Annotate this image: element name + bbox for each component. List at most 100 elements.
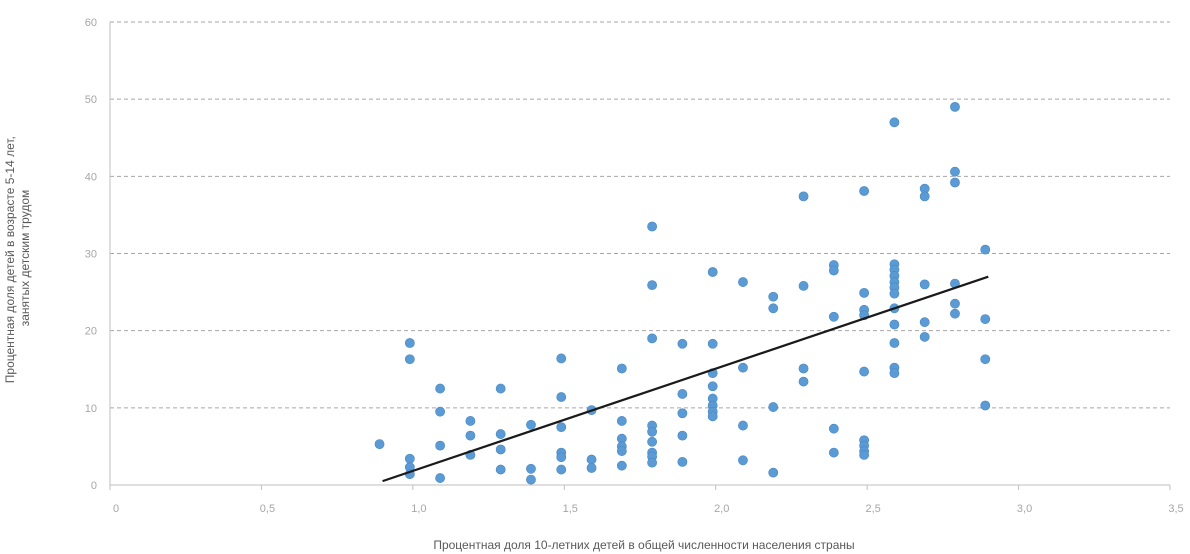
y-tick-label: 30: [85, 249, 97, 261]
data-point: [950, 101, 960, 112]
data-point: [435, 383, 446, 394]
x-tick-label: 2,5: [865, 503, 880, 515]
data-points: [374, 101, 991, 485]
data-point: [980, 314, 991, 324]
data-point: [556, 392, 567, 402]
data-point: [798, 376, 809, 387]
data-point: [738, 362, 748, 373]
data-point: [950, 308, 960, 319]
data-point: [616, 446, 627, 456]
data-point: [586, 454, 597, 465]
data-point: [647, 221, 658, 232]
data-point: [889, 288, 900, 299]
y-axis-title-line-2: занятых детским трудом: [18, 190, 32, 327]
y-tick-label: 10: [85, 403, 97, 415]
data-point: [859, 450, 870, 460]
data-point: [798, 191, 809, 202]
x-tick-label: 1,5: [563, 503, 578, 515]
trendline-group: [382, 275, 989, 483]
data-point: [374, 439, 385, 450]
x-tick-label: 3,0: [1017, 503, 1032, 515]
data-point: [677, 389, 688, 399]
data-point: [616, 460, 627, 471]
data-point: [798, 363, 809, 374]
data-point: [586, 463, 597, 473]
data-point: [707, 267, 718, 277]
data-point: [435, 440, 446, 451]
data-point: [647, 280, 658, 291]
data-point: [647, 426, 658, 437]
data-point: [404, 338, 415, 348]
data-point: [980, 244, 991, 255]
data-point: [859, 366, 870, 377]
data-point: [435, 473, 446, 483]
y-tick-label: 0: [91, 480, 97, 492]
y-tick-label: 40: [85, 171, 97, 183]
data-point: [919, 331, 930, 342]
data-point: [404, 354, 415, 365]
x-tick-label: 0,5: [260, 503, 275, 515]
x-tick-label: 0: [113, 503, 119, 515]
y-tick-label: 50: [85, 94, 97, 106]
data-point: [828, 265, 839, 276]
data-point: [526, 474, 536, 485]
data-point: [556, 452, 567, 463]
data-point: [677, 430, 688, 441]
data-point: [768, 402, 779, 412]
data-point: [647, 333, 658, 344]
data-point: [738, 455, 748, 466]
data-point: [889, 117, 900, 128]
y-axis-title-line-1: Процентная доля детей в возрасте 5-14 ле…: [3, 136, 17, 383]
data-point: [889, 338, 900, 348]
data-point: [526, 463, 536, 474]
data-point: [980, 400, 991, 411]
data-point: [465, 430, 476, 441]
data-point: [859, 186, 870, 196]
x-tick-label: 1,0: [411, 503, 426, 515]
data-point: [738, 277, 748, 287]
data-point: [768, 467, 779, 478]
y-tick-label: 60: [85, 17, 97, 29]
data-point: [768, 291, 779, 302]
data-point: [738, 420, 748, 431]
data-point: [889, 319, 900, 330]
axes: [109, 22, 1171, 490]
data-point: [495, 464, 506, 475]
data-point: [859, 287, 870, 298]
data-point: [556, 353, 567, 364]
data-point: [828, 447, 839, 458]
data-point: [677, 456, 688, 467]
data-point: [556, 422, 567, 433]
data-point: [828, 423, 839, 434]
data-point: [707, 338, 718, 349]
data-point: [919, 279, 930, 290]
tick-labels: 0 10 20 30 40 50 60 0 0,5 1,0 1,5 2,0 2,5 3,0 3,5: [85, 17, 1184, 515]
data-point: [616, 363, 627, 374]
gridlines: [110, 21, 1170, 409]
data-point: [404, 453, 415, 464]
data-point: [495, 429, 506, 439]
data-point: [465, 416, 476, 426]
data-point: [495, 444, 506, 455]
data-point: [980, 354, 991, 365]
data-point: [919, 191, 930, 202]
data-point: [707, 381, 718, 392]
data-point: [677, 338, 688, 349]
data-point: [950, 298, 960, 309]
x-tick-label: 3,5: [1168, 503, 1183, 515]
data-point: [950, 177, 960, 188]
data-point: [828, 311, 839, 322]
data-point: [707, 411, 718, 422]
x-axis-title: Процентная доля 10-летних детей в общей …: [433, 538, 854, 552]
data-point: [677, 408, 688, 419]
data-point: [616, 416, 627, 426]
y-axis-title: Процентная доля детей в возрасте 5-14 ле…: [3, 133, 32, 383]
data-point: [495, 383, 506, 394]
data-point: [798, 281, 809, 291]
data-point: [950, 166, 960, 177]
trendline: [382, 275, 989, 483]
data-point: [556, 464, 567, 475]
data-point: [768, 303, 779, 314]
y-tick-label: 20: [85, 326, 97, 338]
